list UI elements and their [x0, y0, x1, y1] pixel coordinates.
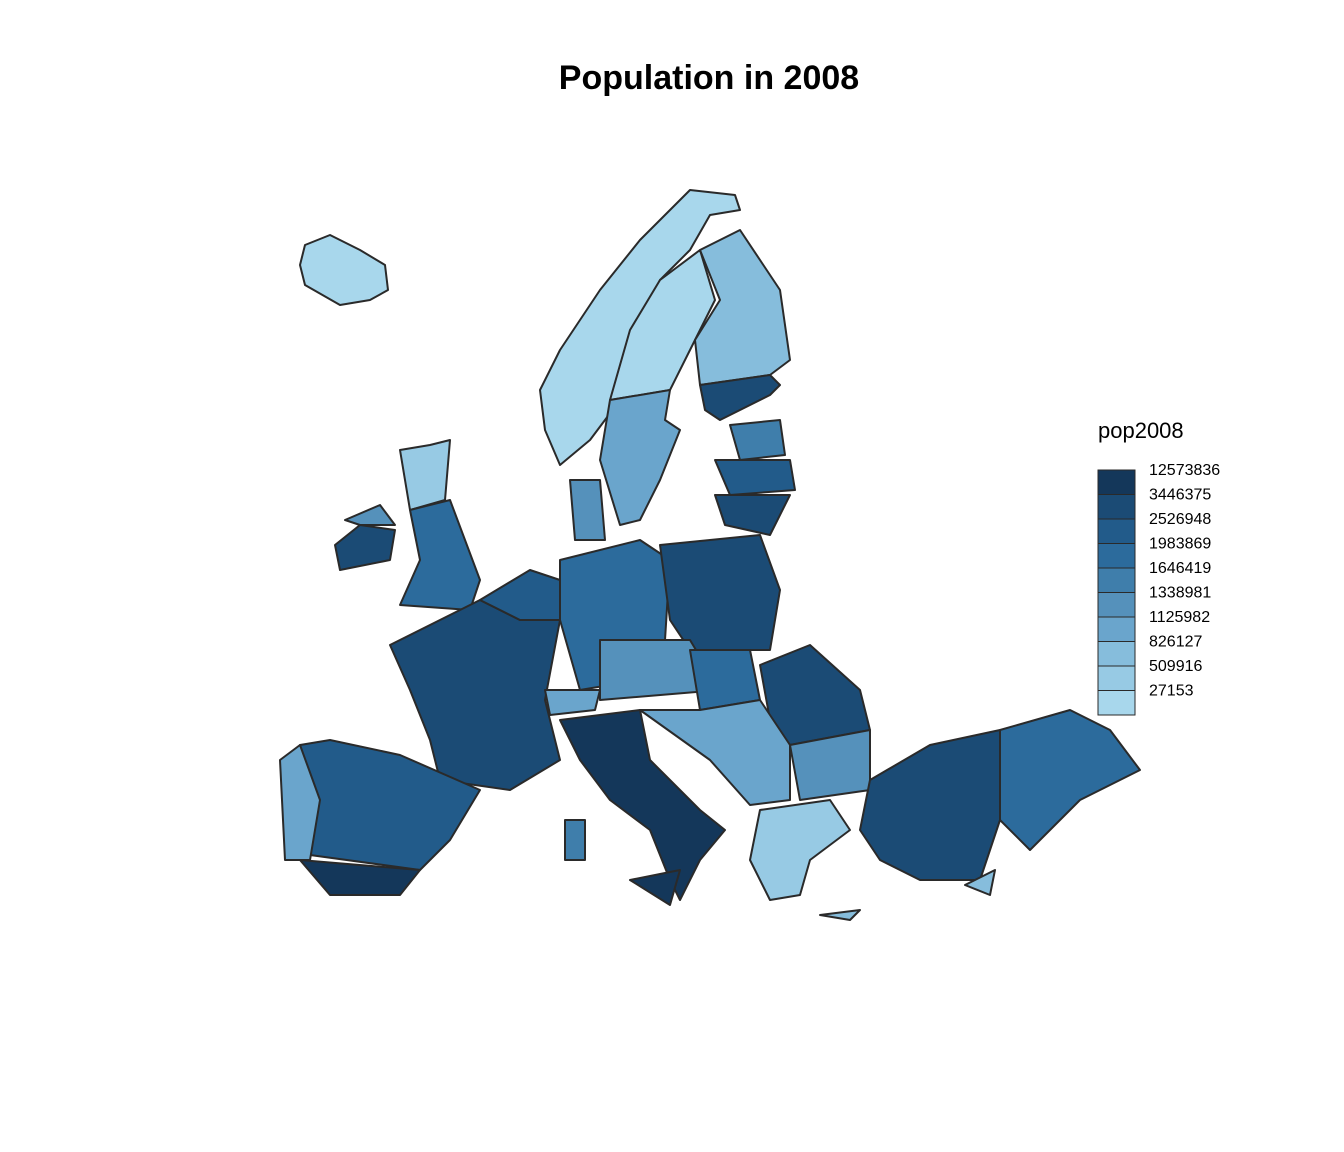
- region: [714, 459, 796, 496]
- legend-label: 1983869: [1149, 536, 1211, 553]
- legend-label: 826127: [1149, 634, 1202, 651]
- region: [599, 389, 681, 526]
- region: [334, 524, 396, 571]
- region: [629, 869, 681, 906]
- region: [659, 534, 781, 651]
- regions: [279, 189, 1141, 921]
- region: [699, 374, 781, 421]
- legend-label: 1338981: [1149, 585, 1211, 602]
- legend: 12573836 3446375 2526948 1983869 1646419 1338…: [1097, 462, 1220, 716]
- region: [344, 504, 396, 526]
- legend-swatch: [1097, 690, 1136, 716]
- legend-label: 2526948: [1149, 511, 1211, 528]
- region: [859, 729, 1001, 881]
- legend-swatch: [1097, 641, 1136, 667]
- legend-label: 27153: [1149, 683, 1194, 700]
- legend-label: 509916: [1149, 658, 1202, 675]
- region: [299, 234, 389, 306]
- region: [399, 499, 481, 611]
- legend-title: pop2008: [1098, 418, 1184, 443]
- region: [299, 859, 421, 896]
- legend-swatch: [1097, 665, 1136, 691]
- legend-swatch: [1097, 494, 1136, 520]
- region: [399, 439, 451, 511]
- region: [569, 479, 606, 541]
- region: [999, 709, 1141, 851]
- legend-swatch: [1097, 518, 1136, 544]
- region: [749, 799, 851, 901]
- legend-label: 12573836: [1149, 462, 1220, 479]
- legend-swatch: [1097, 543, 1136, 569]
- region: [559, 709, 726, 901]
- region: [729, 419, 786, 461]
- region: [639, 699, 791, 806]
- map-title: Population in 2008: [559, 59, 859, 97]
- region: [564, 819, 586, 861]
- region: [819, 909, 861, 921]
- legend-label: 1125982: [1149, 609, 1210, 626]
- legend-swatch: [1097, 567, 1136, 593]
- legend-swatch: [1097, 469, 1136, 495]
- legend-label: 3446375: [1149, 487, 1211, 504]
- legend-swatch: [1097, 616, 1136, 642]
- legend-label: 1646419: [1149, 560, 1211, 577]
- region: [714, 494, 791, 536]
- region: [544, 689, 601, 716]
- region: [279, 744, 321, 861]
- region: [964, 869, 996, 896]
- legend-swatch: [1097, 592, 1136, 618]
